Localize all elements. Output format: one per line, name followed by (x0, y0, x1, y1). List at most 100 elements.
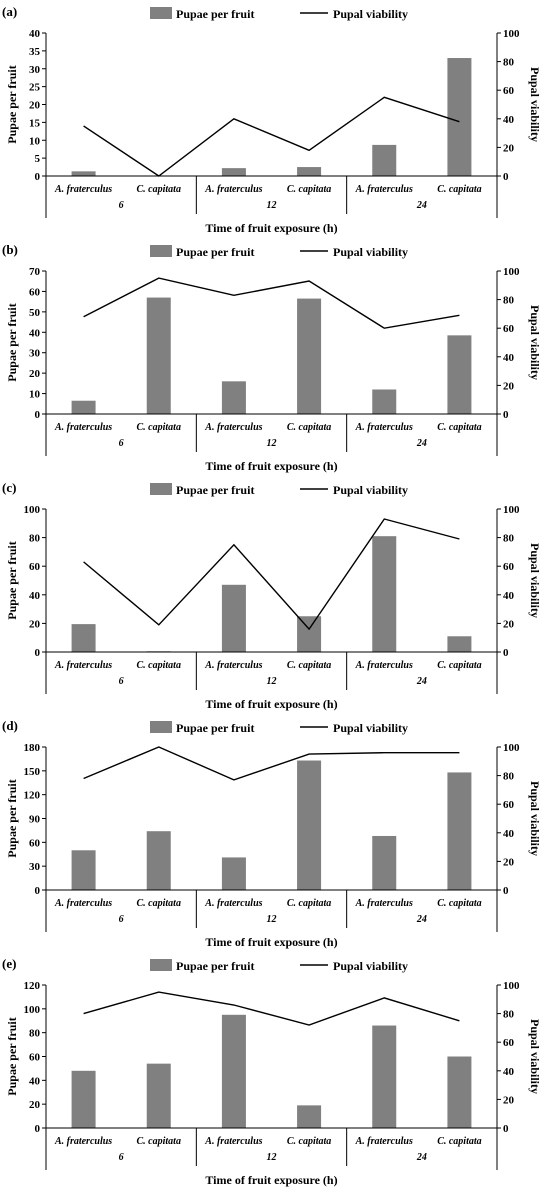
y2-tick-label: 60 (503, 85, 515, 97)
y2-tick-label: 100 (503, 504, 520, 516)
y2-tick-label: 100 (503, 742, 520, 754)
category-label: C. capitata (437, 898, 481, 909)
panel-label: (c) (2, 480, 16, 495)
y2-tick-label: 60 (503, 1037, 515, 1049)
group-label: 6 (119, 914, 124, 925)
group-label: 6 (119, 438, 124, 449)
category-label: C. capitata (137, 898, 181, 909)
y-tick-label: 60 (29, 1052, 41, 1064)
panel-label: (a) (2, 4, 17, 19)
y-tick-label: 80 (29, 1028, 41, 1040)
legend-swatch-bar (150, 959, 172, 971)
bar (372, 145, 396, 176)
y-tick-label: 100 (24, 1004, 41, 1016)
y-tick-label: 0 (35, 885, 41, 897)
y-axis-label: Pupae per fruit (5, 1017, 19, 1095)
category-label: C. capitata (137, 422, 181, 433)
group-label: 6 (119, 676, 124, 687)
y2-tick-label: 80 (503, 57, 515, 69)
bar (297, 299, 321, 414)
bar (222, 1015, 246, 1128)
category-label: A. fraterculus (54, 422, 112, 433)
category-label: A. fraterculus (204, 1136, 262, 1147)
bar (297, 616, 321, 652)
bar (222, 168, 246, 176)
group-label: 24 (416, 1152, 427, 1163)
category-label: A. fraterculus (204, 898, 262, 909)
viability-line (84, 992, 460, 1025)
category-label: C. capitata (437, 184, 481, 195)
y2-tick-label: 60 (503, 323, 515, 335)
group-label: 24 (416, 200, 427, 211)
bar (222, 585, 246, 652)
y-tick-label: 40 (29, 28, 41, 40)
bar (222, 857, 246, 890)
y-tick-label: 20 (29, 368, 41, 380)
category-label: C. capitata (437, 660, 481, 671)
y-tick-label: 0 (35, 409, 41, 421)
category-label: A. fraterculus (355, 1136, 413, 1147)
bar (447, 335, 471, 414)
legend-swatch-bar (150, 245, 172, 257)
y2-tick-label: 100 (503, 980, 520, 992)
category-label: C. capitata (137, 1136, 181, 1147)
group-label: 24 (416, 914, 427, 925)
y2-tick-label: 80 (503, 1009, 515, 1021)
group-label: 12 (267, 438, 277, 449)
y-axis-label: Pupae per fruit (5, 779, 19, 857)
bar (147, 298, 171, 414)
y-tick-label: 30 (29, 861, 41, 873)
x-axis-label: Time of fruit exposure (h) (205, 221, 337, 235)
category-label: C. capitata (287, 898, 331, 909)
y-tick-label: 120 (24, 980, 41, 992)
y2-tick-label: 40 (503, 114, 515, 126)
x-axis-label: Time of fruit exposure (h) (205, 459, 337, 473)
panel-label: (e) (2, 956, 16, 971)
y-axis-label: Pupae per fruit (5, 303, 19, 381)
y2-axis-label: Pupal viability (528, 67, 542, 142)
y2-tick-label: 60 (503, 561, 515, 573)
category-label: A. fraterculus (204, 184, 262, 195)
category-label: A. fraterculus (355, 660, 413, 671)
y2-tick-label: 40 (503, 828, 515, 840)
y-tick-label: 40 (29, 590, 41, 602)
y2-tick-label: 20 (503, 1094, 515, 1106)
bar (372, 836, 396, 890)
y2-tick-label: 20 (503, 380, 515, 392)
category-label: C. capitata (437, 422, 481, 433)
y-tick-label: 50 (29, 307, 41, 319)
bar (297, 761, 321, 890)
bar (147, 1064, 171, 1128)
bar (72, 850, 96, 890)
category-label: C. capitata (287, 422, 331, 433)
y-tick-label: 35 (29, 46, 41, 58)
y2-tick-label: 20 (503, 856, 515, 868)
y-tick-label: 15 (29, 117, 41, 129)
y-tick-label: 0 (35, 647, 41, 659)
y2-tick-label: 80 (503, 771, 515, 783)
category-label: A. fraterculus (54, 184, 112, 195)
y2-tick-label: 0 (503, 409, 509, 421)
y-tick-label: 90 (29, 814, 41, 826)
y-tick-label: 25 (29, 82, 41, 94)
y-tick-label: 40 (29, 327, 41, 339)
category-label: A. fraterculus (54, 898, 112, 909)
category-label: A. fraterculus (54, 660, 112, 671)
y-tick-label: 180 (24, 742, 41, 754)
group-label: 12 (267, 914, 277, 925)
y2-tick-label: 40 (503, 590, 515, 602)
y-tick-label: 70 (29, 266, 41, 278)
category-label: C. capitata (287, 184, 331, 195)
y2-axis-label: Pupal viability (528, 1019, 542, 1094)
category-label: A. fraterculus (204, 660, 262, 671)
y-tick-label: 100 (24, 504, 41, 516)
y-tick-label: 10 (29, 389, 41, 401)
y2-tick-label: 40 (503, 1066, 515, 1078)
y2-axis-label: Pupal viability (528, 543, 542, 618)
category-label: A. fraterculus (355, 184, 413, 195)
y-tick-label: 60 (29, 286, 41, 298)
category-label: C. capitata (137, 184, 181, 195)
y-tick-label: 20 (29, 618, 41, 630)
